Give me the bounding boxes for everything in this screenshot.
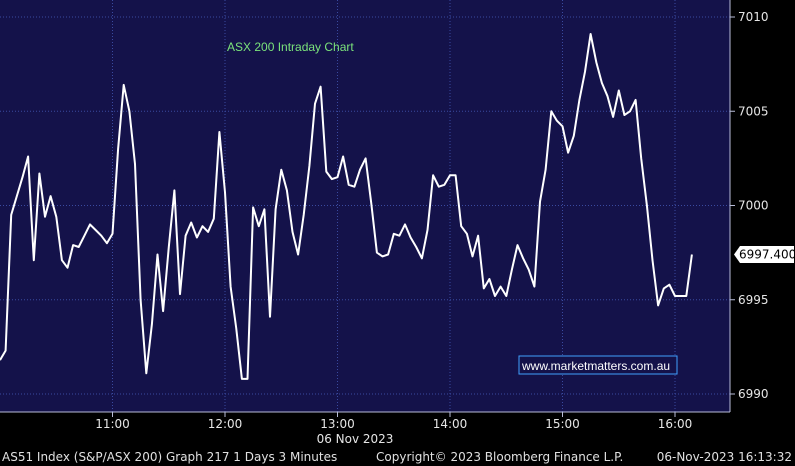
- y-tick-labels: 6990 6995 7000 7005 7010: [730, 10, 769, 401]
- watermark-text: www.marketmatters.com.au: [521, 359, 670, 373]
- x-tick-labels: 11:00 12:00 13:00 14:00 15:00 16:00: [95, 412, 692, 431]
- watermark: www.marketmatters.com.au: [518, 355, 678, 375]
- last-value-label: 6997.400: [739, 248, 795, 262]
- y-tick-label: 6990: [738, 387, 769, 401]
- footer-bar: [0, 448, 795, 466]
- x-tick-label: 13:00: [320, 417, 355, 431]
- footer-center: Copyright© 2023 Bloomberg Finance L.P.: [376, 450, 623, 464]
- y-tick-label: 7000: [738, 199, 769, 213]
- y-tick-label: 6995: [738, 293, 769, 307]
- x-tick-label: 15:00: [545, 417, 580, 431]
- series-line: [0, 33, 693, 380]
- watermark-box: [518, 355, 678, 375]
- y-tick-label: 7005: [738, 104, 769, 118]
- x-tick-label: 14:00: [433, 417, 468, 431]
- chart-title: ASX 200 Intraday Chart: [227, 40, 354, 54]
- x-axis-date-label: 06 Nov 2023: [317, 432, 394, 446]
- x-tick-label: 11:00: [95, 417, 130, 431]
- x-tick-label: 12:00: [208, 417, 243, 431]
- x-tick-label: 16:00: [658, 417, 693, 431]
- footer-right: 06-Nov-2023 16:13:32: [657, 450, 792, 464]
- footer-left: AS51 Index (S&P/ASX 200) Graph 217 1 Day…: [2, 450, 337, 464]
- y-tick-label: 7010: [738, 10, 769, 24]
- plot-area: [0, 0, 730, 412]
- last-value-marker: 6997.400: [734, 246, 795, 264]
- last-value-badge: [734, 246, 794, 264]
